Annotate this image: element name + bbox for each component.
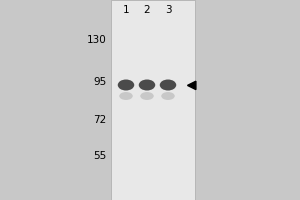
Ellipse shape (161, 92, 175, 100)
Ellipse shape (139, 80, 155, 90)
Text: 95: 95 (93, 77, 106, 87)
Polygon shape (188, 81, 196, 90)
Text: 130: 130 (87, 35, 106, 45)
Text: 72: 72 (93, 115, 106, 125)
Ellipse shape (160, 80, 176, 90)
Text: 2: 2 (144, 5, 150, 15)
Ellipse shape (118, 80, 134, 90)
Ellipse shape (140, 92, 154, 100)
Bar (111, 0, 195, 200)
Text: 1: 1 (123, 5, 129, 15)
Text: 55: 55 (93, 151, 106, 161)
Ellipse shape (119, 92, 133, 100)
Text: 3: 3 (165, 5, 171, 15)
